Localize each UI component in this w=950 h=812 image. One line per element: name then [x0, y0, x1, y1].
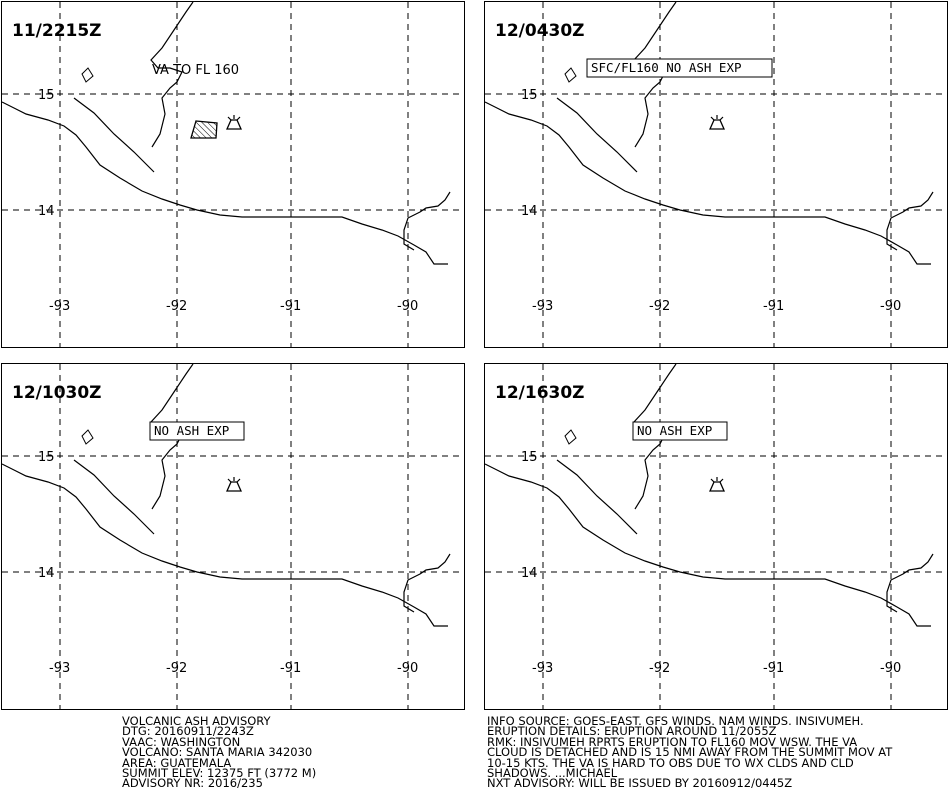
coastline	[485, 101, 931, 265]
panel-time-label: 12/1630Z	[495, 383, 585, 403]
latitude-label: 14	[38, 566, 55, 581]
volcano-icon	[708, 477, 726, 492]
longitude-label: -92	[649, 661, 670, 676]
annotation-text: VA TO FL 160	[152, 63, 239, 78]
advisory-line: AREA: GUATEMALA	[122, 755, 232, 770]
longitude-label: -90	[397, 299, 418, 314]
panel-time-label: 11/2215Z	[12, 21, 102, 41]
advisory-line: VOLCANIC ASH ADVISORY	[122, 714, 271, 728]
longitude-label: -93	[49, 299, 70, 314]
latitude-label: 14	[38, 204, 55, 219]
coastline-detail	[73, 97, 155, 173]
remark-line: SHADOWS. ...MICHAEL	[487, 766, 618, 781]
map-panel-3: 12/1030Z 15 14 -93 -92 -91 -90 NO ASH EXP	[1, 363, 465, 710]
map-panel-1: 11/2215Z 15 14 -93 -92 -91 -90 VA TO FL 160	[1, 1, 465, 348]
inlet	[81, 429, 94, 445]
coastline	[2, 463, 448, 627]
longitude-label: -92	[649, 299, 670, 314]
advisory-line: SUMMIT ELEV: 12375 FT (3772 M)	[122, 766, 317, 781]
map-panel-2: 12/0430Z 15 14 -93 -92 -91 -90 SFC/FL160 NO ASH…	[484, 1, 948, 348]
latitude-label: 15	[521, 88, 538, 103]
longitude-label: -92	[166, 661, 187, 676]
el-salvador-border	[886, 553, 934, 613]
remark-line: CLOUD IS DETACHED AND IS 15 NMI AWAY FRO…	[487, 745, 893, 760]
annotation-text: SFC/FL160 NO ASH EXP	[591, 60, 742, 75]
coastline	[485, 463, 931, 627]
longitude-label: -90	[880, 661, 901, 676]
remark-line: NXT ADVISORY: WILL BE ISSUED BY 20160912…	[487, 776, 793, 791]
remark-line: 10-15 KTS. THE VA IS HARD TO OBS DUE TO …	[487, 755, 854, 770]
annotation-box	[632, 421, 728, 441]
map-svg: 12/1030Z 15 14 -93 -92 -91 -90 NO ASH EXP	[2, 364, 464, 709]
map-panel-4: 12/1630Z 15 14 -93 -92 -91 -90 NO ASH EXP	[484, 363, 948, 710]
annotation-text: NO ASH EXP	[637, 423, 712, 438]
coastline-detail	[556, 97, 638, 173]
coastline-detail	[73, 459, 155, 535]
longitude-label: -91	[280, 299, 301, 314]
annotation-box	[586, 58, 773, 78]
el-salvador-border	[403, 553, 451, 613]
advisory-remarks-block: INFO SOURCE: GOES-EAST. GFS WINDS. NAM W…	[487, 714, 893, 791]
longitude-label: -90	[397, 661, 418, 676]
mexico-guatemala-border	[150, 2, 194, 148]
advisory-line: ADVISORY NR: 2016/235	[122, 776, 263, 791]
volcano-icon	[225, 115, 243, 130]
inlet	[564, 67, 577, 83]
longitude-label: -91	[763, 661, 784, 676]
map-svg: 12/1630Z 15 14 -93 -92 -91 -90 NO ASH EXP	[485, 364, 947, 709]
panel-time-label: 12/0430Z	[495, 21, 585, 41]
coastline	[2, 101, 448, 265]
inlet	[81, 67, 94, 83]
el-salvador-border	[886, 191, 934, 251]
latitude-label: 15	[38, 450, 55, 465]
volcano-icon	[225, 477, 243, 492]
latitude-label: 14	[521, 204, 538, 219]
remark-line: INFO SOURCE: GOES-EAST. GFS WINDS. NAM W…	[487, 714, 864, 728]
latitude-label: 15	[521, 450, 538, 465]
volcano-icon	[708, 115, 726, 130]
advisory-line: VOLCANO: SANTA MARIA 342030	[122, 745, 313, 760]
el-salvador-border	[403, 191, 451, 251]
advisory-line: VAAC: WASHINGTON	[122, 734, 241, 749]
advisory-line: DTG: 20160911/2243Z	[122, 724, 254, 739]
map-svg: 11/2215Z 15 14 -93 -92 -91 -90 VA TO FL 160	[2, 2, 464, 347]
ash-cloud-polygon	[190, 120, 218, 139]
coastline-detail	[556, 459, 638, 535]
remark-line: ERUPTION DETAILS: ERUPTION AROUND 11/205…	[487, 724, 777, 739]
longitude-label: -92	[166, 299, 187, 314]
longitude-label: -93	[49, 661, 70, 676]
longitude-label: -91	[280, 661, 301, 676]
annotation-text: NO ASH EXP	[154, 423, 229, 438]
panel-time-label: 12/1030Z	[12, 383, 102, 403]
annotation-box	[149, 421, 245, 441]
latitude-label: 15	[38, 88, 55, 103]
map-svg: 12/0430Z 15 14 -93 -92 -91 -90 SFC/FL160 NO ASH…	[485, 2, 947, 347]
longitude-label: -93	[532, 661, 553, 676]
longitude-label: -91	[763, 299, 784, 314]
remark-line: RMK: INSIVUMEH RPRTS ERUPTION TO FL160 M…	[487, 734, 858, 749]
longitude-label: -93	[532, 299, 553, 314]
longitude-label: -90	[880, 299, 901, 314]
advisory-header-block: VOLCANIC ASH ADVISORY DTG: 20160911/2243…	[122, 714, 317, 791]
inlet	[564, 429, 577, 445]
latitude-label: 14	[521, 566, 538, 581]
